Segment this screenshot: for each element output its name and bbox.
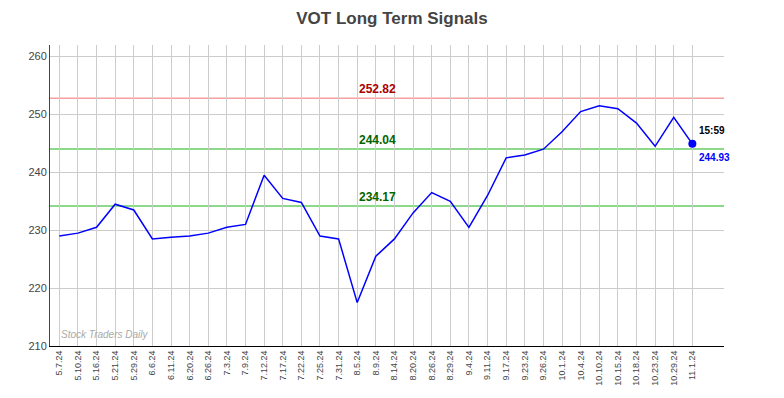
svg-text:5.29.24: 5.29.24: [129, 351, 139, 381]
svg-text:7.25.24: 7.25.24: [315, 351, 325, 381]
svg-text:230: 230: [28, 224, 46, 236]
svg-text:10.4.24: 10.4.24: [576, 351, 586, 381]
svg-text:5.16.24: 5.16.24: [91, 351, 101, 381]
svg-text:8.9.24: 8.9.24: [371, 351, 381, 376]
svg-text:Stock Traders Daily: Stock Traders Daily: [61, 329, 149, 340]
svg-text:5.21.24: 5.21.24: [110, 351, 120, 381]
svg-text:250: 250: [28, 108, 46, 120]
svg-text:7.17.24: 7.17.24: [278, 351, 288, 381]
svg-text:10.18.24: 10.18.24: [631, 351, 641, 386]
svg-text:15:59: 15:59: [699, 125, 725, 136]
svg-text:8.29.24: 8.29.24: [445, 351, 455, 381]
svg-text:9.23.24: 9.23.24: [520, 351, 530, 381]
svg-text:11.1.24: 11.1.24: [687, 351, 697, 380]
svg-text:240: 240: [28, 166, 46, 178]
svg-text:252.82: 252.82: [359, 82, 396, 96]
svg-text:6.6.24: 6.6.24: [147, 351, 157, 376]
svg-text:9.4.24: 9.4.24: [464, 351, 474, 376]
svg-text:5.7.24: 5.7.24: [54, 351, 64, 376]
svg-text:7.22.24: 7.22.24: [296, 351, 306, 381]
svg-text:244.93: 244.93: [699, 152, 730, 163]
svg-text:244.04: 244.04: [359, 133, 396, 147]
svg-text:9.17.24: 9.17.24: [501, 351, 511, 381]
svg-text:7.3.24: 7.3.24: [222, 351, 232, 376]
svg-text:6.11.24: 6.11.24: [166, 351, 176, 380]
svg-text:VOT Long Term Signals: VOT Long Term Signals: [296, 9, 487, 28]
svg-text:10.15.24: 10.15.24: [613, 351, 623, 386]
svg-text:210: 210: [28, 340, 46, 352]
svg-text:220: 220: [28, 282, 46, 294]
svg-text:8.5.24: 8.5.24: [352, 351, 362, 376]
svg-text:5.10.24: 5.10.24: [73, 351, 83, 381]
svg-text:260: 260: [28, 50, 46, 62]
svg-text:8.20.24: 8.20.24: [408, 351, 418, 381]
svg-text:8.26.24: 8.26.24: [427, 351, 437, 381]
svg-text:9.11.24: 9.11.24: [482, 351, 492, 380]
svg-text:10.23.24: 10.23.24: [650, 351, 660, 386]
svg-text:10.1.24: 10.1.24: [557, 351, 567, 381]
svg-text:6.20.24: 6.20.24: [185, 351, 195, 381]
svg-text:7.9.24: 7.9.24: [240, 351, 250, 376]
svg-text:10.10.24: 10.10.24: [594, 351, 604, 386]
svg-text:234.17: 234.17: [359, 190, 396, 204]
svg-text:6.26.24: 6.26.24: [203, 351, 213, 381]
svg-text:8.14.24: 8.14.24: [389, 351, 399, 381]
svg-text:10.29.24: 10.29.24: [669, 351, 679, 386]
svg-text:9.26.24: 9.26.24: [538, 351, 548, 381]
svg-text:7.12.24: 7.12.24: [259, 351, 269, 381]
svg-text:7.31.24: 7.31.24: [334, 351, 344, 381]
